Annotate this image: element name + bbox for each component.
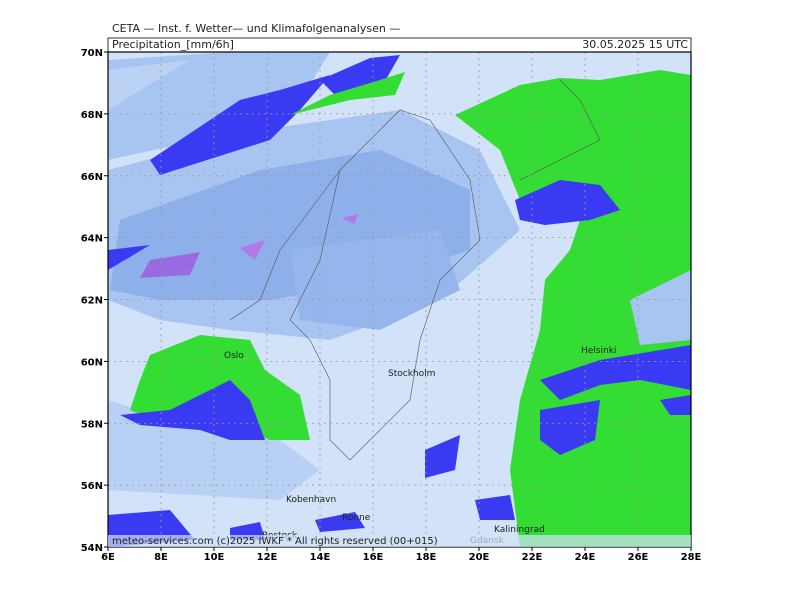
y-tick-label: 60N <box>81 357 103 368</box>
variable-label: Precipitation_[mm/6h] <box>112 38 234 51</box>
x-tick-label: 24E <box>575 552 596 563</box>
institute-title: CETA — Inst. f. Wetter— und Klimafolgena… <box>112 22 400 35</box>
y-tick-label: 70N <box>81 48 103 59</box>
x-tick-label: 22E <box>522 552 543 563</box>
city-label: Stockholm <box>388 369 435 379</box>
y-tick-label: 66N <box>81 172 103 183</box>
y-tick-label: 56N <box>81 481 103 492</box>
city-label: Helsinki <box>581 346 616 356</box>
x-tick-label: 18E <box>416 552 437 563</box>
footer: meteo-services.com (c)2025 IWKF * All ri… <box>112 536 438 547</box>
x-tick-label: 6E <box>101 552 115 563</box>
city-label: Kobenhavn <box>286 495 336 505</box>
footer-bar <box>108 535 691 547</box>
y-tick-label: 64N <box>81 234 103 245</box>
x-tick-label: 20E <box>469 552 490 563</box>
x-tick-label: 16E <box>363 552 384 563</box>
x-tick-label: 26E <box>628 552 649 563</box>
city-label: Ronne <box>342 513 371 523</box>
y-tick-label: 54N <box>81 543 103 554</box>
city-label: Kaliningrad <box>494 525 545 535</box>
valid-time: 30.05.2025 15 UTC <box>582 38 688 51</box>
x-tick-label: 8E <box>154 552 168 563</box>
x-tick-label: 10E <box>204 552 225 563</box>
y-tick-label: 58N <box>81 419 103 430</box>
precip-field <box>108 52 691 547</box>
city-label: Oslo <box>224 351 244 361</box>
x-tick-label: 14E <box>310 552 331 563</box>
y-tick-label: 62N <box>81 296 103 307</box>
x-tick-label: 28E <box>681 552 702 563</box>
y-tick-label: 68N <box>81 110 103 121</box>
x-tick-label: 12E <box>257 552 278 563</box>
